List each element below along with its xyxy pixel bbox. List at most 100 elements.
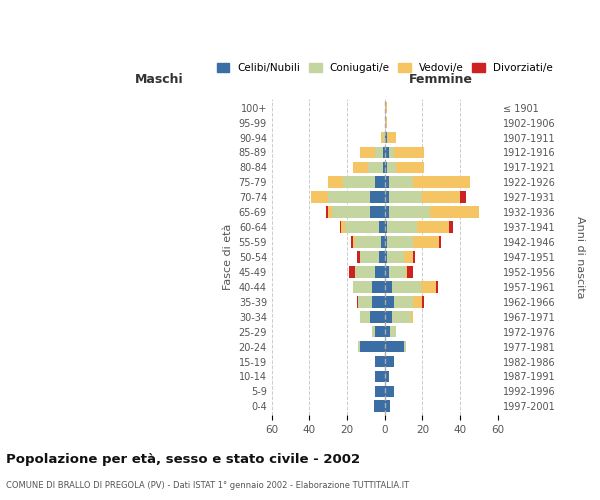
Bar xyxy=(413,236,439,248)
Bar xyxy=(385,102,386,114)
Bar xyxy=(351,236,353,248)
Bar xyxy=(436,281,437,292)
Bar xyxy=(385,162,386,173)
Text: Maschi: Maschi xyxy=(134,73,183,86)
Bar xyxy=(411,311,413,322)
Bar xyxy=(353,236,355,248)
Bar xyxy=(386,236,413,248)
Bar xyxy=(361,251,379,263)
Bar xyxy=(385,222,386,233)
Bar xyxy=(311,192,328,203)
Bar xyxy=(374,400,385,412)
Bar xyxy=(328,192,370,203)
Bar xyxy=(353,162,368,173)
Bar xyxy=(404,251,413,263)
Bar xyxy=(407,266,413,278)
Bar xyxy=(385,326,391,338)
Bar xyxy=(356,251,361,263)
Bar xyxy=(385,251,386,263)
Bar xyxy=(404,341,406,352)
Bar xyxy=(349,266,355,278)
Y-axis label: Fasce di età: Fasce di età xyxy=(223,224,233,290)
Bar xyxy=(358,341,361,352)
Bar xyxy=(383,146,385,158)
Bar xyxy=(370,311,385,322)
Bar xyxy=(376,326,385,338)
Bar xyxy=(381,236,385,248)
Bar xyxy=(376,176,385,188)
Bar xyxy=(368,162,383,173)
Bar xyxy=(345,222,379,233)
Bar xyxy=(389,146,394,158)
Bar xyxy=(391,326,396,338)
Bar xyxy=(413,296,422,308)
Text: Femmine: Femmine xyxy=(409,73,473,86)
Bar xyxy=(371,281,385,292)
Bar xyxy=(417,222,449,233)
Bar xyxy=(379,222,385,233)
Bar xyxy=(389,266,406,278)
Bar xyxy=(394,146,424,158)
Bar xyxy=(396,162,424,173)
Bar xyxy=(385,311,392,322)
Text: Popolazione per età, sesso e stato civile - 2002: Popolazione per età, sesso e stato civil… xyxy=(6,452,360,466)
Bar xyxy=(328,206,332,218)
Bar xyxy=(361,311,370,322)
Bar xyxy=(449,222,452,233)
Y-axis label: Anni di nascita: Anni di nascita xyxy=(575,216,585,298)
Bar xyxy=(361,341,385,352)
Bar xyxy=(406,266,407,278)
Bar xyxy=(413,251,415,263)
Bar xyxy=(385,132,386,143)
Bar xyxy=(386,162,396,173)
Bar xyxy=(392,281,421,292)
Bar xyxy=(389,192,422,203)
Bar xyxy=(385,370,389,382)
Bar xyxy=(355,236,381,248)
Bar xyxy=(385,146,389,158)
Bar xyxy=(385,400,391,412)
Bar xyxy=(326,206,328,218)
Bar xyxy=(355,266,376,278)
Bar xyxy=(385,341,404,352)
Bar xyxy=(356,296,358,308)
Bar xyxy=(389,206,430,218)
Bar xyxy=(394,296,413,308)
Bar xyxy=(376,370,385,382)
Text: COMUNE DI BRALLO DI PREGOLA (PV) - Dati ISTAT 1° gennaio 2002 - Elaborazione TUT: COMUNE DI BRALLO DI PREGOLA (PV) - Dati … xyxy=(6,480,409,490)
Bar xyxy=(385,206,389,218)
Legend: Celibi/Nubili, Coniugati/e, Vedovi/e, Divorziati/e: Celibi/Nubili, Coniugati/e, Vedovi/e, Di… xyxy=(214,60,556,76)
Bar xyxy=(353,281,371,292)
Bar xyxy=(386,132,396,143)
Bar xyxy=(371,326,376,338)
Bar xyxy=(341,222,345,233)
Bar xyxy=(385,192,389,203)
Bar xyxy=(379,251,385,263)
Bar xyxy=(361,146,376,158)
Bar xyxy=(376,386,385,397)
Bar xyxy=(385,356,394,368)
Bar xyxy=(389,176,413,188)
Bar xyxy=(392,311,411,322)
Bar xyxy=(386,222,417,233)
Bar xyxy=(430,206,479,218)
Bar xyxy=(370,206,385,218)
Bar xyxy=(422,192,460,203)
Bar xyxy=(386,251,404,263)
Bar xyxy=(385,296,394,308)
Bar xyxy=(422,296,424,308)
Bar xyxy=(358,296,371,308)
Bar xyxy=(340,222,341,233)
Bar xyxy=(383,162,385,173)
Bar xyxy=(328,176,343,188)
Bar xyxy=(413,176,470,188)
Bar xyxy=(385,236,386,248)
Bar xyxy=(370,192,385,203)
Bar xyxy=(385,386,394,397)
Bar xyxy=(385,176,389,188)
Bar xyxy=(376,266,385,278)
Bar xyxy=(332,206,370,218)
Bar xyxy=(460,192,466,203)
Bar xyxy=(376,356,385,368)
Bar xyxy=(439,236,442,248)
